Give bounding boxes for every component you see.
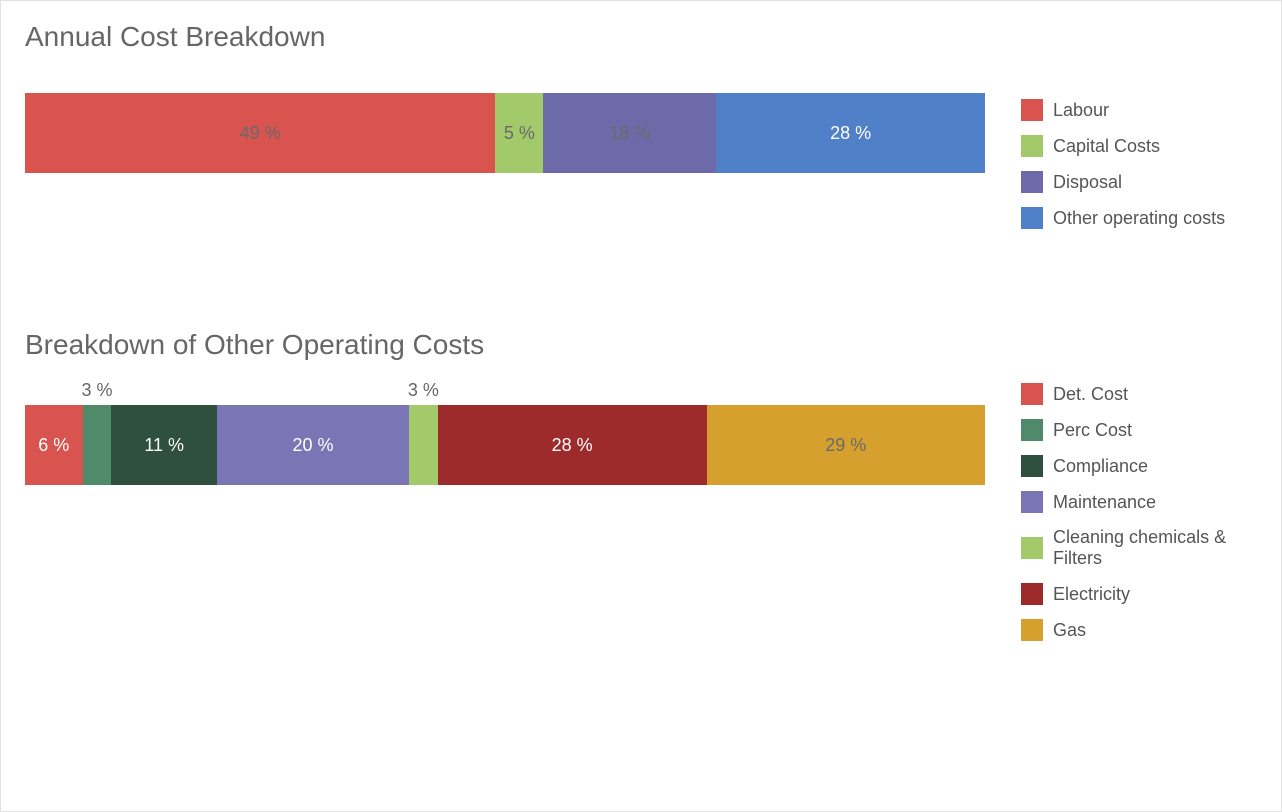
segment-value: 28 % [830,123,871,144]
chart-title: Breakdown of Other Operating Costs [25,329,1257,361]
bar-segment: 49 % [25,93,495,173]
legend-swatch [1021,383,1043,405]
legend-label: Electricity [1053,584,1130,605]
segment-value: 29 % [825,435,866,456]
chart-row: 49 % 5 % 18 % 28 % Labour Capital Costs Dispo… [25,93,1257,229]
legend-swatch [1021,99,1043,121]
segment-value: 11 % [144,435,184,456]
legend-item: Gas [1021,619,1257,641]
legend-swatch [1021,491,1043,513]
legend-label: Gas [1053,620,1086,641]
annual-cost-breakdown-chart: Annual Cost Breakdown 49 % 5 % 18 % 28 % La… [25,21,1257,229]
legend-swatch [1021,583,1043,605]
legend-item: Labour [1021,99,1225,121]
legend-label: Disposal [1053,172,1122,193]
chart-title: Annual Cost Breakdown [25,21,1257,53]
legend-item: Capital Costs [1021,135,1225,157]
legend-swatch [1021,207,1043,229]
segment-value: 49 % [240,123,281,144]
stacked-bar: 49 % 5 % 18 % 28 % [25,93,985,173]
legend-label: Det. Cost [1053,384,1128,405]
legend-item: Det. Cost [1021,383,1257,405]
external-labels: 3 % 3 % [25,377,985,405]
bar-wrap: 3 % 3 % 6 % 11 % 20 % 28 % 29 % [25,377,985,485]
legend-swatch [1021,419,1043,441]
legend-item: Other operating costs [1021,207,1225,229]
segment-value: 18 % [609,123,650,144]
chart-row: 3 % 3 % 6 % 11 % 20 % 28 % 29 % Det. Cost Perc… [25,377,1257,641]
bar-segment: 11 % [111,405,217,485]
legend-label: Other operating costs [1053,208,1225,229]
bar-segment: 29 % [707,405,985,485]
bar-segment [409,405,438,485]
bar-wrap: 49 % 5 % 18 % 28 % [25,93,985,173]
bar-segment: 6 % [25,405,83,485]
bar-segment: 20 % [217,405,409,485]
other-operating-costs-chart: Breakdown of Other Operating Costs 3 %3 … [25,329,1257,641]
bar-segment: 5 % [495,93,543,173]
legend-item: Perc Cost [1021,419,1257,441]
legend-item: Disposal [1021,171,1225,193]
legend-label: Capital Costs [1053,136,1160,157]
bar-segment: 28 % [438,405,707,485]
legend: Labour Capital Costs Disposal Other operati… [1021,93,1225,229]
bar-segment: 28 % [716,93,985,173]
segment-value: 28 % [552,435,593,456]
legend-item: Compliance [1021,455,1257,477]
segment-value-external: 3 % [408,380,439,401]
legend-swatch [1021,537,1043,559]
legend-label: Compliance [1053,456,1148,477]
segment-value: 20 % [292,435,333,456]
legend-label: Perc Cost [1053,420,1132,441]
legend-label: Labour [1053,100,1109,121]
bar-segment: 18 % [543,93,716,173]
legend-swatch [1021,455,1043,477]
legend-label: Maintenance [1053,492,1156,513]
stacked-bar: 6 % 11 % 20 % 28 % 29 % [25,405,985,485]
legend-swatch [1021,619,1043,641]
segment-value-external: 3 % [81,380,112,401]
legend-swatch [1021,135,1043,157]
bar-segment [83,405,112,485]
legend-item: Cleaning chemicals & Filters [1021,527,1257,569]
legend-label: Cleaning chemicals & Filters [1053,527,1257,569]
segment-value: 6 % [38,435,69,456]
legend-item: Maintenance [1021,491,1257,513]
legend-swatch [1021,171,1043,193]
segment-value: 5 % [504,123,535,144]
legend-item: Electricity [1021,583,1257,605]
legend: Det. Cost Perc Cost Compliance Maintenance C… [1021,377,1257,641]
